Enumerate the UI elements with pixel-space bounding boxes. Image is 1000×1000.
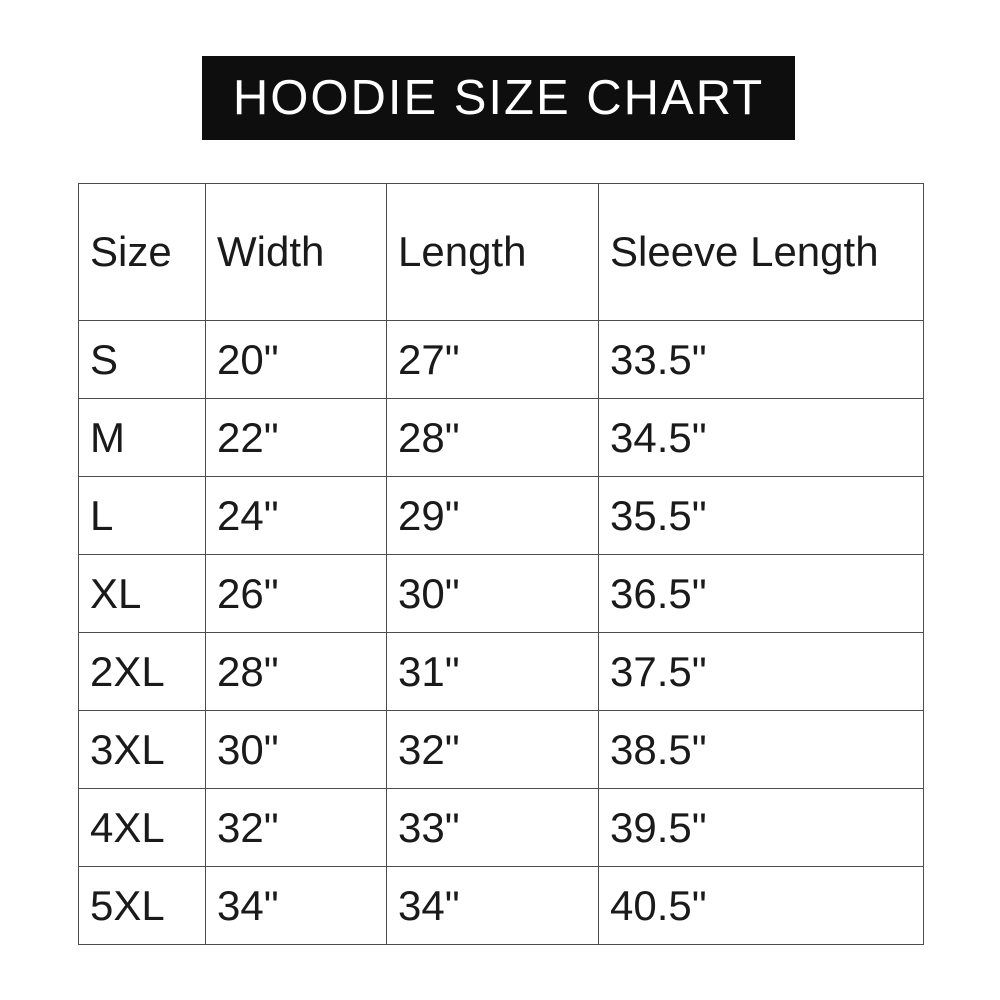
column-header-sleeve-length: Sleeve Length: [598, 183, 924, 321]
cell-size: S: [78, 320, 206, 399]
cell-sleeve-length: 36.5": [598, 554, 924, 633]
cell-length: 28": [386, 398, 599, 477]
cell-size: 3XL: [78, 710, 206, 789]
title-banner: HOODIE SIZE CHART: [202, 56, 795, 140]
size-chart-table: Size Width Length Sleeve Length S 20" 27…: [78, 183, 924, 945]
cell-sleeve-length: 38.5": [598, 710, 924, 789]
cell-width: 26": [205, 554, 387, 633]
table-row-l: L 24" 29" 35.5": [78, 476, 924, 555]
cell-size: M: [78, 398, 206, 477]
cell-size: XL: [78, 554, 206, 633]
cell-width: 24": [205, 476, 387, 555]
table-row-xl: XL 26" 30" 36.5": [78, 554, 924, 633]
column-header-width: Width: [205, 183, 387, 321]
table-row-3xl: 3XL 30" 32" 38.5": [78, 710, 924, 789]
table-body: S 20" 27" 33.5" M 22" 28" 34.5" L 24" 29…: [78, 320, 924, 945]
cell-sleeve-length: 34.5": [598, 398, 924, 477]
cell-sleeve-length: 33.5": [598, 320, 924, 399]
cell-length: 29": [386, 476, 599, 555]
cell-length: 31": [386, 632, 599, 711]
cell-length: 33": [386, 788, 599, 867]
cell-width: 20": [205, 320, 387, 399]
page-title: HOODIE SIZE CHART: [232, 71, 765, 125]
cell-size: 5XL: [78, 866, 206, 945]
cell-sleeve-length: 37.5": [598, 632, 924, 711]
cell-sleeve-length: 40.5": [598, 866, 924, 945]
cell-width: 32": [205, 788, 387, 867]
cell-width: 34": [205, 866, 387, 945]
cell-length: 34": [386, 866, 599, 945]
cell-length: 32": [386, 710, 599, 789]
column-header-length: Length: [386, 183, 599, 321]
table-row-4xl: 4XL 32" 33" 39.5": [78, 788, 924, 867]
table-header: Size Width Length Sleeve Length: [78, 183, 924, 321]
cell-width: 30": [205, 710, 387, 789]
cell-size: L: [78, 476, 206, 555]
table-row-5xl: 5XL 34" 34" 40.5": [78, 866, 924, 945]
cell-width: 22": [205, 398, 387, 477]
column-header-size: Size: [78, 183, 206, 321]
header-row: Size Width Length Sleeve Length: [78, 183, 924, 321]
cell-sleeve-length: 35.5": [598, 476, 924, 555]
table-row-m: M 22" 28" 34.5": [78, 398, 924, 477]
cell-sleeve-length: 39.5": [598, 788, 924, 867]
cell-size: 4XL: [78, 788, 206, 867]
cell-width: 28": [205, 632, 387, 711]
cell-length: 30": [386, 554, 599, 633]
cell-length: 27": [386, 320, 599, 399]
cell-size: 2XL: [78, 632, 206, 711]
table-row-2xl: 2XL 28" 31" 37.5": [78, 632, 924, 711]
table-row-s: S 20" 27" 33.5": [78, 320, 924, 399]
